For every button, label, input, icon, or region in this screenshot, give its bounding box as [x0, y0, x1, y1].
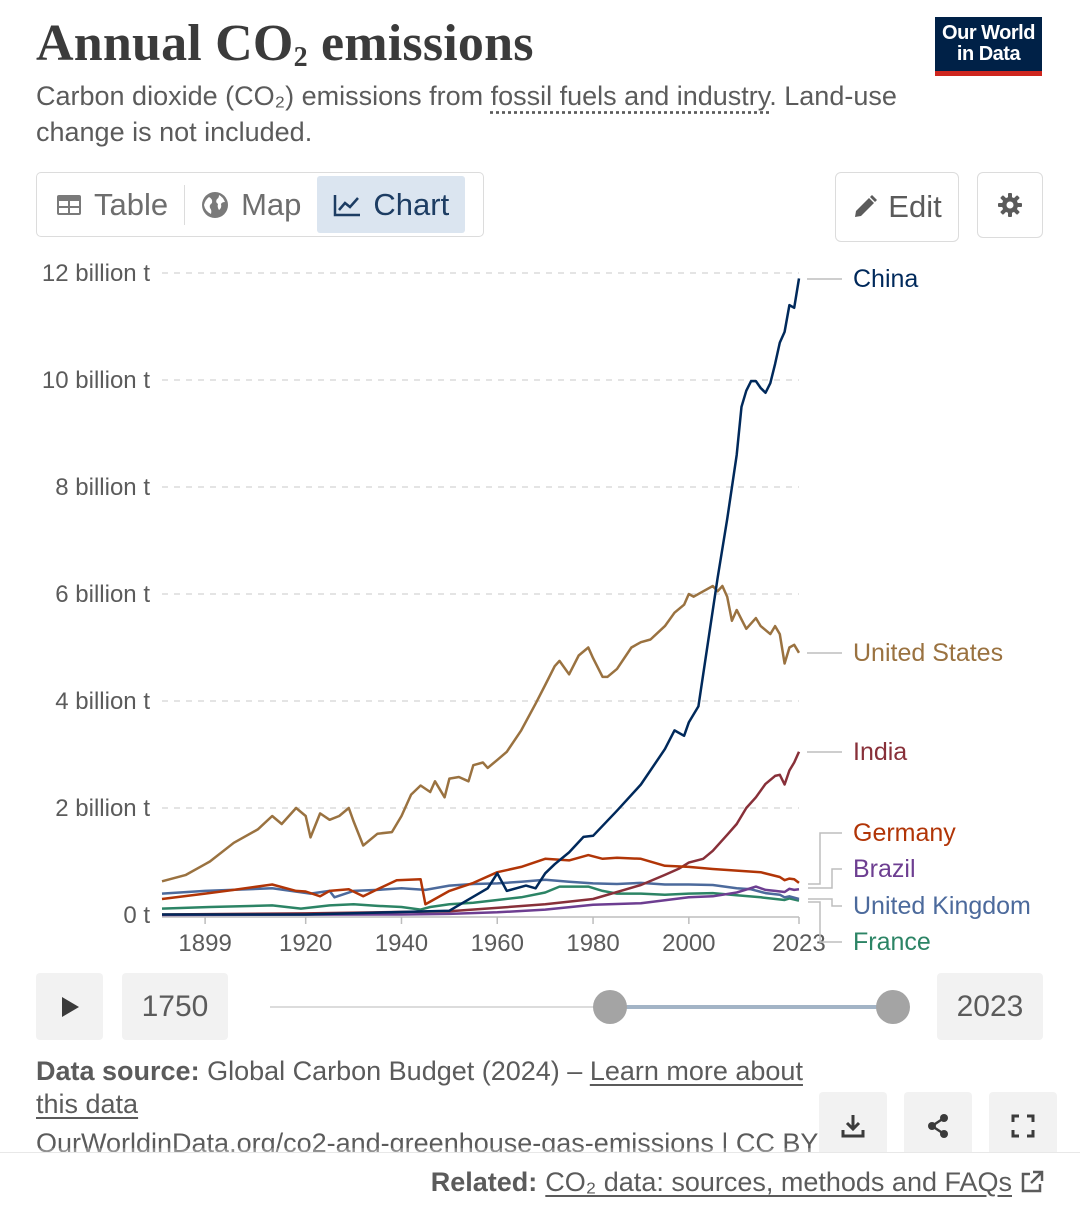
series-label: China — [853, 265, 918, 293]
line-chart-icon — [334, 194, 361, 216]
logo-line-1: Our World — [942, 22, 1035, 44]
label-connector — [808, 901, 842, 943]
tab-label: Chart — [373, 186, 450, 222]
series-label: United Kingdom — [853, 892, 1031, 920]
tab-map[interactable]: Map — [185, 176, 317, 233]
related-bar: Related: CO₂ data: sources, methods and … — [0, 1152, 1080, 1211]
source-text: Global Carbon Budget (2024) – — [199, 1056, 590, 1086]
y-tick-label: 4 billion t — [55, 688, 150, 715]
label-connector — [808, 898, 842, 907]
y-tick-label: 8 billion t — [55, 474, 150, 501]
gear-icon — [998, 193, 1022, 217]
line-chart: 0 t 2 billion t 4 billion t 6 billion t 8 bi… — [42, 260, 1031, 957]
series-line-brazil — [161, 885, 800, 917]
series-line-china — [162, 278, 801, 916]
y-tick-label: 6 billion t — [55, 581, 150, 608]
x-tick-label: 1960 — [471, 930, 524, 957]
title-subscript: 2 — [293, 42, 308, 73]
download-icon — [841, 1115, 865, 1138]
series-label: Brazil — [853, 855, 916, 883]
timeline-start-handle[interactable] — [593, 990, 627, 1024]
series-line-united-kingdom — [161, 878, 800, 901]
fullscreen-button[interactable] — [989, 1092, 1057, 1160]
settings-button[interactable] — [977, 172, 1043, 238]
tab-label: Table — [94, 186, 169, 222]
label-connector — [808, 832, 842, 885]
start-year-button[interactable]: 1750 — [122, 973, 228, 1040]
timeline-end-handle[interactable] — [876, 990, 910, 1024]
view-tabs: Table Map Chart — [36, 172, 484, 237]
y-tick-label: 0 t — [123, 902, 150, 929]
download-button[interactable] — [819, 1092, 887, 1160]
series-label: United States — [853, 639, 1003, 667]
x-tick-label: 1940 — [375, 930, 428, 957]
series-line-united-states — [161, 584, 801, 883]
x-tick-label: 1980 — [566, 930, 619, 957]
data-source: Data source: Global Carbon Budget (2024)… — [36, 1055, 816, 1121]
series-label: Germany — [853, 819, 956, 847]
chart-subtitle: Carbon dioxide (CO₂) emissions from foss… — [36, 78, 976, 150]
share-icon — [928, 1114, 948, 1138]
label-connector — [808, 868, 842, 889]
table-icon — [57, 194, 81, 215]
external-link-icon — [1021, 1170, 1044, 1193]
x-tick-label: 1899 — [178, 930, 231, 957]
tab-divider — [184, 184, 186, 225]
x-tick-label: 2000 — [662, 930, 715, 957]
edit-button[interactable]: Edit — [835, 172, 959, 242]
related-link[interactable]: CO₂ data: sources, methods and FAQs — [545, 1166, 1012, 1197]
play-icon — [61, 996, 79, 1017]
x-tick-label: 2023 — [772, 930, 825, 957]
edit-label: Edit — [888, 189, 942, 224]
subtitle-link[interactable]: fossil fuels and industry — [490, 81, 770, 111]
tab-label: Map — [241, 186, 302, 222]
y-tick-label: 10 billion t — [42, 367, 150, 394]
owid-logo[interactable]: Our World in Data — [935, 17, 1042, 76]
logo-line-2: in Data — [956, 43, 1021, 65]
subtitle-text: Carbon dioxide (CO₂) emissions from — [36, 81, 491, 111]
pencil-icon — [855, 195, 878, 217]
tab-chart[interactable]: Chart — [317, 176, 466, 233]
source-label: Data source: — [36, 1056, 200, 1086]
series-label: India — [853, 738, 907, 766]
x-tick-label: 1920 — [279, 930, 332, 957]
globe-icon — [202, 191, 229, 218]
timeline-selected-range[interactable] — [610, 1005, 893, 1009]
share-button[interactable] — [904, 1092, 972, 1160]
related-label: Related: — [430, 1166, 538, 1197]
title-text: Annual CO — [36, 15, 294, 72]
chart-title: Annual CO2 emissions — [36, 14, 534, 74]
timeline-track[interactable] — [270, 1006, 895, 1008]
y-tick-label: 12 billion t — [42, 260, 150, 287]
series-line-india — [161, 751, 801, 916]
fullscreen-icon — [1011, 1114, 1035, 1138]
series-label: France — [853, 928, 931, 956]
tab-table[interactable]: Table — [40, 176, 184, 233]
title-text-rest: emissions — [307, 15, 534, 72]
y-tick-label: 2 billion t — [55, 795, 150, 822]
play-button[interactable] — [36, 973, 103, 1040]
subtitle-text-2: . Land-use change is not included. — [36, 81, 897, 147]
learn-more-link[interactable]: Learn more about this data — [36, 1056, 803, 1119]
end-year-button[interactable]: 2023 — [937, 973, 1043, 1040]
